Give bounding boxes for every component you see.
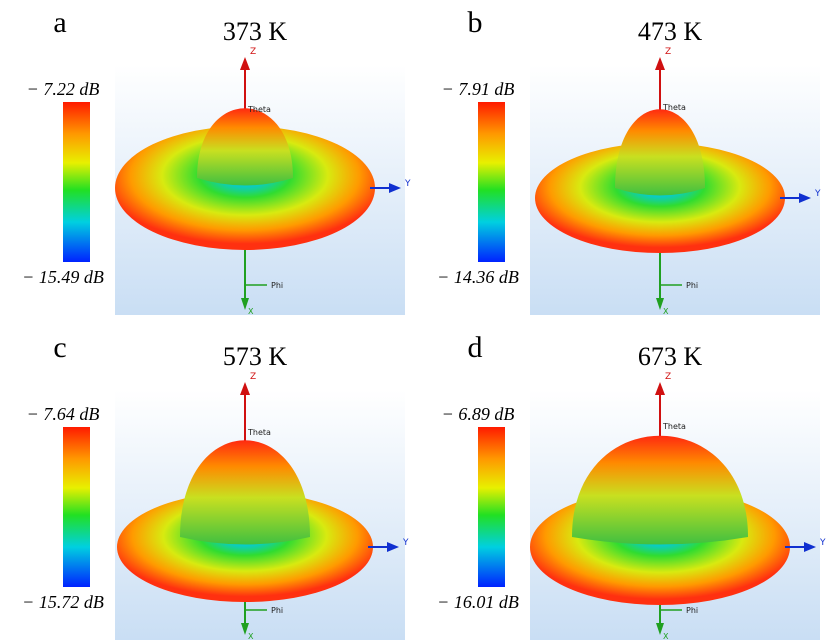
theta-label: Theta <box>247 428 271 437</box>
figure: a 373 K − 7.22 dB − 15.49 dB Z Theta Y X Phi b 473… <box>0 0 827 642</box>
colorbar-min: − 15.49 dB <box>22 267 104 287</box>
panel-letter: b <box>468 6 483 39</box>
phi-label: Phi <box>271 281 283 290</box>
y-label: Y <box>404 179 411 189</box>
panel-title: 373 K <box>223 17 288 46</box>
panel: d 673 K − 6.89 dB − 16.01 dB Z Theta Y X Phi <box>437 331 826 641</box>
phi-label: Phi <box>271 606 283 615</box>
x-label: X <box>663 632 669 641</box>
x-label: X <box>663 307 669 316</box>
phi-label: Phi <box>686 281 698 290</box>
z-label: Z <box>665 372 671 382</box>
colorbar <box>478 102 505 262</box>
panel: b 473 K − 7.91 dB − 14.36 dB Z Theta Y X Phi <box>437 6 821 316</box>
colorbar-min: − 15.72 dB <box>22 592 104 612</box>
theta-label: Theta <box>662 422 686 431</box>
panel-letter: c <box>53 331 66 364</box>
y-label: Y <box>402 538 409 548</box>
colorbar-min: − 14.36 dB <box>437 267 519 287</box>
z-arrow <box>655 382 665 395</box>
colorbar <box>63 102 90 262</box>
panel: a 373 K − 7.22 dB − 15.49 dB Z Theta Y X Phi <box>22 6 411 316</box>
x-label: X <box>248 307 254 316</box>
theta-label: Theta <box>247 105 271 114</box>
y-label: Y <box>819 538 826 548</box>
panel-title: 573 K <box>223 342 288 371</box>
x-label: X <box>248 632 254 641</box>
colorbar-max: − 7.91 dB <box>442 79 515 99</box>
z-arrow <box>655 57 665 70</box>
colorbar-max: − 6.89 dB <box>442 404 515 424</box>
phi-label: Phi <box>686 606 698 615</box>
z-arrow <box>240 57 250 70</box>
panel-letter: d <box>468 331 483 364</box>
colorbar <box>478 427 505 587</box>
z-label: Z <box>665 47 671 57</box>
colorbar-min: − 16.01 dB <box>437 592 519 612</box>
z-arrow <box>240 382 250 395</box>
z-label: Z <box>250 372 256 382</box>
panel: c 573 K − 7.64 dB − 15.72 dB Z Theta Y X Phi <box>22 331 409 641</box>
colorbar-max: − 7.22 dB <box>27 79 100 99</box>
colorbar-max: − 7.64 dB <box>27 404 100 424</box>
panel-letter: a <box>53 6 66 39</box>
colorbar <box>63 427 90 587</box>
panel-title: 673 K <box>638 342 703 371</box>
y-label: Y <box>814 189 821 199</box>
z-label: Z <box>250 47 256 57</box>
panel-title: 473 K <box>638 17 703 46</box>
theta-label: Theta <box>662 103 686 112</box>
